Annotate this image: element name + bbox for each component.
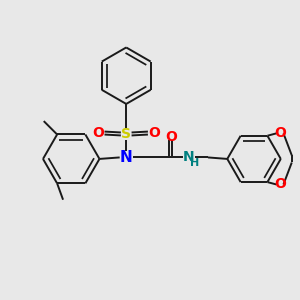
Text: O: O (148, 126, 160, 140)
Text: N: N (183, 150, 194, 164)
Text: O: O (274, 126, 286, 140)
Text: O: O (92, 126, 104, 140)
Text: O: O (274, 178, 286, 191)
Text: H: H (190, 158, 199, 168)
Text: S: S (121, 127, 131, 141)
Text: O: O (165, 130, 177, 144)
Text: N: N (120, 150, 133, 165)
